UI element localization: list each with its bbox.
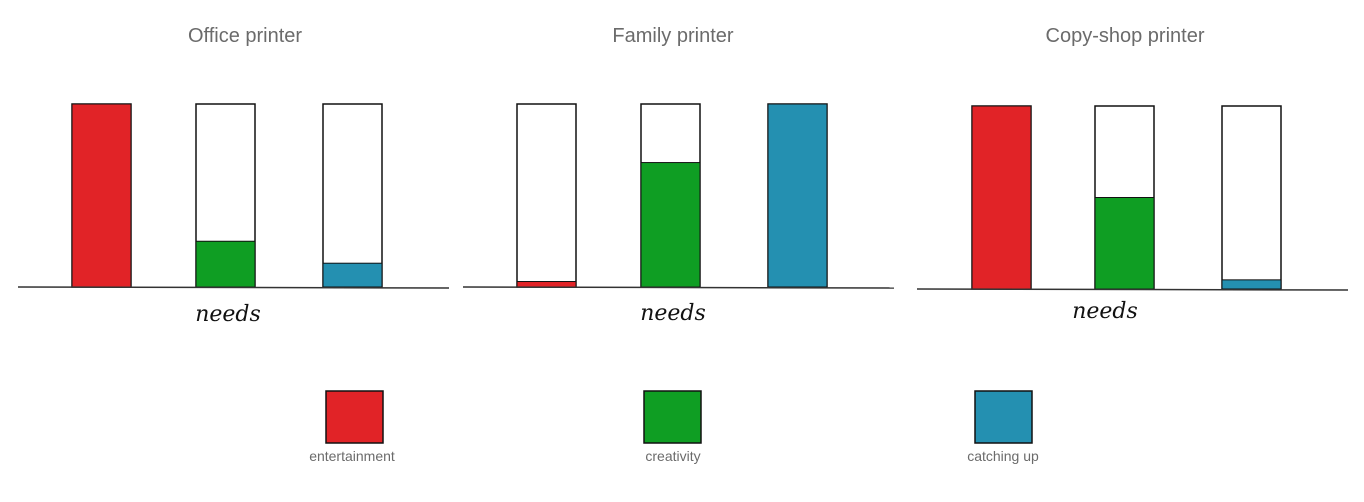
baseline xyxy=(462,286,895,289)
x-axis-label: needs xyxy=(1072,299,1138,324)
panel-title: Family printer xyxy=(612,25,733,47)
baseline xyxy=(916,288,1349,291)
bar-entertainment xyxy=(71,103,132,288)
bar-group xyxy=(971,105,1282,290)
bar-creativity xyxy=(195,240,256,288)
panel-copyshop: Copy-shop printer needs xyxy=(916,25,1349,324)
x-axis-label: needs xyxy=(640,301,706,326)
baseline xyxy=(17,286,450,289)
bar-frame-entertainment xyxy=(516,103,577,288)
legend-label-creativity: creativity xyxy=(645,448,700,464)
bar-frame-catching-up xyxy=(1221,105,1282,290)
panel-family: Family printer needs xyxy=(462,25,895,326)
panel-title: Copy-shop printer xyxy=(1046,25,1205,47)
x-axis-label: needs xyxy=(195,302,261,327)
bar-frame-catching-up xyxy=(322,103,383,288)
bar-creativity xyxy=(1094,197,1155,290)
bar-group xyxy=(71,103,383,288)
legend: entertainment creativity catching up xyxy=(309,390,1039,464)
bar-catching-up xyxy=(767,103,828,288)
legend-label-entertainment: entertainment xyxy=(309,448,395,464)
bar-creativity xyxy=(640,162,701,288)
legend-swatch-entertainment xyxy=(325,390,384,444)
panel-title: Office printer xyxy=(188,25,302,47)
bar-catching-up xyxy=(322,262,383,288)
legend-swatch-creativity xyxy=(643,390,702,444)
bar-entertainment xyxy=(516,281,577,288)
panel-office: Office printer needs xyxy=(17,25,450,327)
legend-swatch-catching-up xyxy=(974,390,1033,444)
bar-catching-up xyxy=(1221,279,1282,290)
bar-entertainment xyxy=(971,105,1032,290)
legend-label-catching-up: catching up xyxy=(967,448,1039,464)
bar-group xyxy=(516,103,828,288)
